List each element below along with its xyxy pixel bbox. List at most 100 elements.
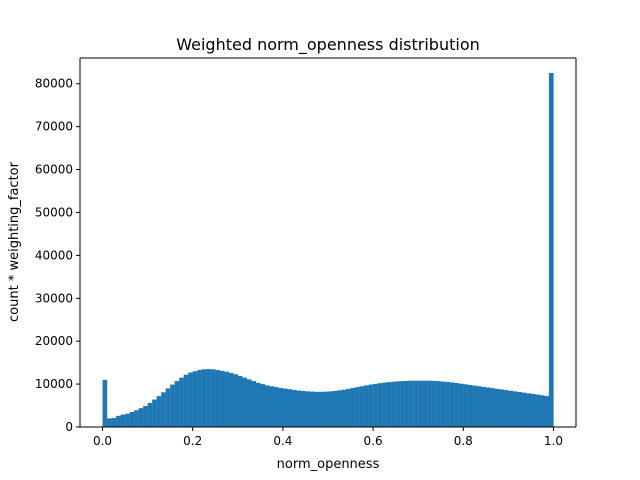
histogram-bar — [224, 371, 229, 427]
histogram-bar — [246, 379, 252, 427]
chart-title: Weighted norm_openness distribution — [176, 35, 480, 55]
histogram-bar — [125, 413, 130, 427]
y-tick-label: 20000 — [35, 334, 73, 348]
histogram-bar — [485, 387, 491, 427]
histogram-bar — [472, 385, 477, 427]
histogram-bar — [391, 381, 396, 427]
y-axis-ticks: 0 10000 20000 30000 40000 50000 60000 70000 8000… — [35, 77, 80, 434]
histogram-bar — [228, 372, 234, 427]
histogram-bar — [323, 391, 329, 427]
histogram-bar — [395, 381, 401, 427]
histogram-bar — [192, 371, 198, 427]
histogram-bar — [219, 370, 225, 427]
histogram-bar — [382, 382, 387, 427]
histogram-bar — [188, 372, 193, 427]
histogram-bar — [544, 396, 550, 427]
histogram-bar — [494, 388, 500, 427]
histogram-bar — [359, 386, 365, 427]
x-axis-ticks: 0.0 0.2 0.4 0.6 0.8 1.0 — [93, 427, 563, 448]
histogram-bar — [174, 381, 180, 427]
histogram-bar — [183, 374, 189, 427]
histogram-bar — [201, 369, 207, 427]
histogram-bar — [282, 388, 288, 427]
histogram-bar — [102, 379, 108, 427]
y-tick-label: 0 — [65, 420, 73, 434]
histogram-bar — [328, 391, 333, 427]
y-axis-label: count * weighting_factor — [7, 161, 22, 322]
histogram-bar — [454, 383, 459, 427]
histogram-bar — [436, 381, 441, 427]
histogram-bar — [490, 388, 495, 427]
histogram-bar — [404, 380, 410, 427]
histogram-bar — [264, 385, 270, 427]
histogram-bar — [291, 389, 297, 427]
histogram-bar — [337, 390, 342, 427]
x-tick-label: 0.0 — [93, 434, 112, 448]
histogram-bar — [296, 390, 302, 427]
histogram-bar — [255, 382, 261, 427]
histogram-bar — [548, 73, 554, 427]
x-tick-label: 1.0 — [544, 434, 563, 448]
histogram-bars — [102, 73, 554, 427]
histogram-bar — [400, 381, 405, 427]
histogram-bar — [161, 392, 166, 427]
x-axis-label: norm_openness — [277, 457, 380, 472]
histogram-bar — [134, 410, 139, 427]
x-tick-label: 0.2 — [183, 434, 202, 448]
histogram-bar — [251, 381, 257, 427]
histogram-bar — [431, 380, 437, 427]
histogram-bar — [309, 391, 315, 427]
histogram-bar — [373, 383, 378, 427]
histogram-bar — [147, 402, 153, 427]
histogram-bar — [165, 388, 171, 427]
histogram-bar — [210, 369, 216, 427]
histogram-bar — [260, 384, 266, 427]
histogram-bar — [197, 369, 202, 427]
histogram-bar — [427, 380, 432, 427]
histogram-bar — [129, 411, 135, 427]
histogram-bar — [346, 388, 351, 427]
histogram-bar — [445, 381, 450, 427]
histogram-bar — [517, 392, 523, 427]
x-tick-label: 0.4 — [273, 434, 292, 448]
histogram-bar — [206, 369, 211, 427]
histogram-bar — [508, 390, 514, 427]
y-tick-label: 80000 — [35, 77, 73, 91]
histogram-bar — [332, 390, 338, 427]
y-tick-label: 40000 — [35, 248, 73, 262]
histogram-bar — [418, 380, 423, 427]
histogram-bar — [440, 381, 446, 427]
axes-frame — [79, 57, 577, 428]
histogram-bar — [530, 393, 536, 427]
histogram-bar — [152, 399, 157, 427]
y-tick-label: 70000 — [35, 120, 73, 134]
histogram-bar — [156, 396, 162, 427]
histogram-bar — [170, 384, 175, 427]
histogram-bar — [287, 389, 293, 427]
histogram-bar — [463, 384, 468, 427]
histogram-bar — [539, 395, 545, 427]
histogram-bar — [278, 387, 284, 427]
histogram-bar — [269, 386, 275, 427]
histogram-bar — [409, 380, 414, 427]
histogram-bar — [143, 405, 148, 427]
histogram-bar — [318, 391, 324, 427]
histogram-bar — [350, 387, 356, 427]
histogram-bar — [481, 386, 486, 427]
y-tick-label: 50000 — [35, 205, 73, 219]
y-tick-label: 10000 — [35, 377, 73, 391]
histogram-bar — [386, 382, 392, 427]
histogram-bar — [300, 390, 306, 427]
histogram-bar — [467, 384, 473, 427]
histogram-bar — [116, 415, 121, 427]
histogram-bar — [368, 384, 374, 427]
histogram-bar — [449, 382, 455, 427]
histogram-bar — [107, 418, 112, 427]
histogram-bar — [535, 394, 541, 427]
y-tick-label: 60000 — [35, 163, 73, 177]
histogram-bar — [233, 374, 238, 427]
histogram-bar — [138, 408, 144, 427]
histogram-bar — [273, 387, 279, 427]
histogram-bar — [215, 369, 220, 427]
histogram-bar — [476, 386, 482, 427]
